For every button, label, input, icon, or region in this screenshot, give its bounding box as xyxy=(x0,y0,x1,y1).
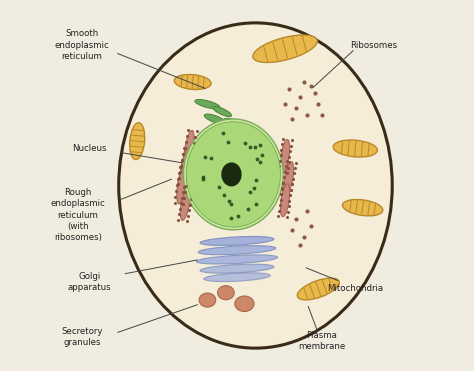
Ellipse shape xyxy=(213,126,239,134)
Ellipse shape xyxy=(284,162,294,194)
Ellipse shape xyxy=(343,200,383,216)
Ellipse shape xyxy=(130,123,145,160)
Ellipse shape xyxy=(204,273,270,282)
Ellipse shape xyxy=(235,296,254,312)
Ellipse shape xyxy=(200,236,274,246)
Ellipse shape xyxy=(253,35,317,62)
Ellipse shape xyxy=(297,278,339,300)
Ellipse shape xyxy=(221,162,242,186)
Ellipse shape xyxy=(198,246,276,255)
Ellipse shape xyxy=(174,75,211,89)
Ellipse shape xyxy=(199,293,216,307)
Ellipse shape xyxy=(183,119,283,230)
Text: Nucleus: Nucleus xyxy=(72,144,106,153)
Text: Rough
endoplasmic
reticulum
(with
ribosomes): Rough endoplasmic reticulum (with riboso… xyxy=(51,188,105,242)
Ellipse shape xyxy=(281,184,290,217)
Ellipse shape xyxy=(180,188,190,220)
Ellipse shape xyxy=(213,106,231,116)
Ellipse shape xyxy=(180,149,191,185)
Ellipse shape xyxy=(177,167,186,204)
Ellipse shape xyxy=(118,23,392,348)
Ellipse shape xyxy=(195,99,220,109)
Ellipse shape xyxy=(218,286,234,300)
Text: Plasma
membrane: Plasma membrane xyxy=(299,331,346,351)
Text: Smooth
endoplasmic
reticulum: Smooth endoplasmic reticulum xyxy=(55,29,109,60)
Text: Mitochondria: Mitochondria xyxy=(327,285,383,293)
Ellipse shape xyxy=(281,139,290,173)
Ellipse shape xyxy=(333,140,377,157)
Ellipse shape xyxy=(224,118,243,127)
Ellipse shape xyxy=(204,114,225,124)
Ellipse shape xyxy=(196,255,278,264)
Text: Golgi
apparatus: Golgi apparatus xyxy=(67,272,111,292)
Text: Ribosomes: Ribosomes xyxy=(350,40,397,50)
Ellipse shape xyxy=(184,130,194,167)
Ellipse shape xyxy=(200,264,274,273)
Text: Secretory
granules: Secretory granules xyxy=(61,327,102,347)
Ellipse shape xyxy=(186,122,281,227)
